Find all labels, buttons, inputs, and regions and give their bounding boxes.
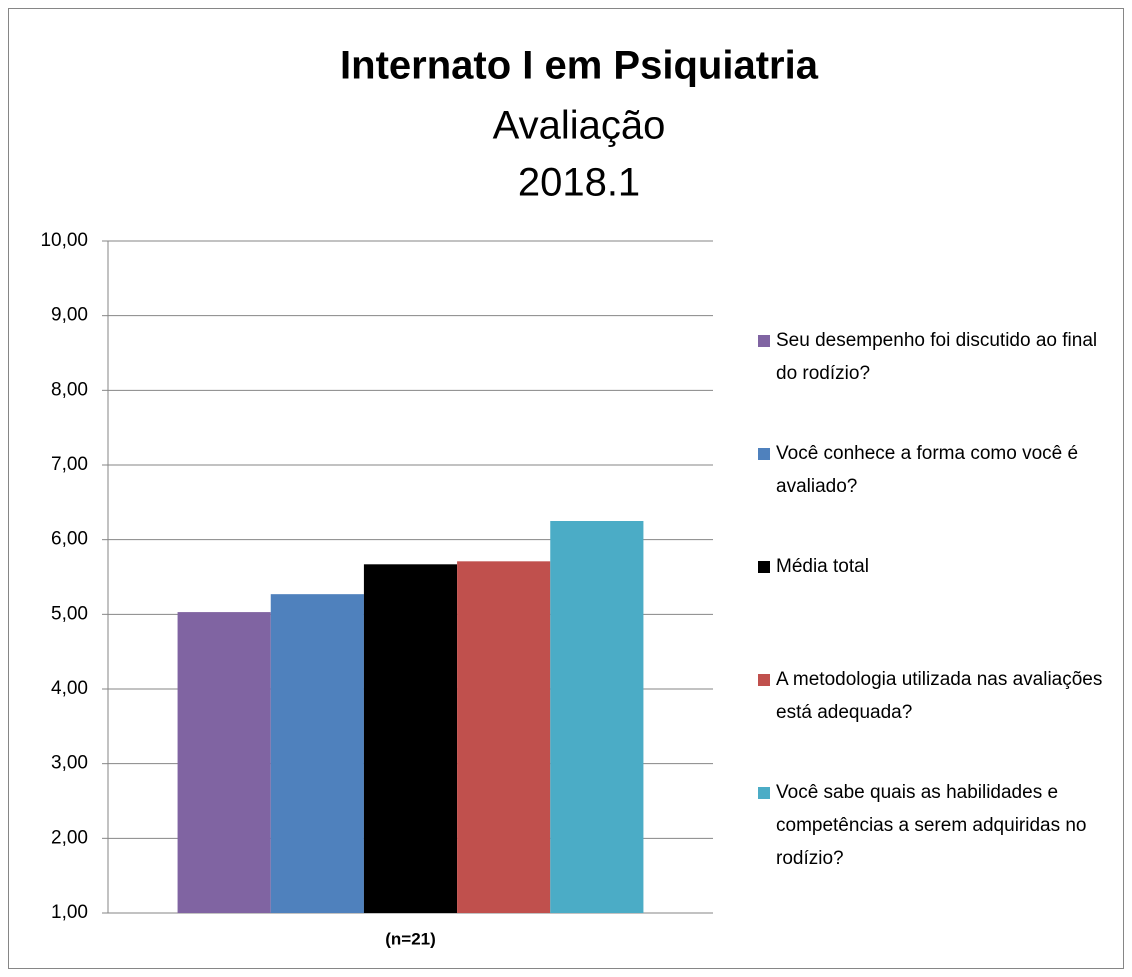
legend-label: Você sabe quais as habilidades e competên…: [776, 782, 1087, 869]
y-tick-label: 7,00: [51, 454, 88, 475]
y-tick-label: 2,00: [51, 827, 88, 848]
legend-line: A metodologia utilizada nas avaliações: [776, 669, 1102, 690]
y-tick-label: 6,00: [51, 529, 88, 550]
legend-label: Média total: [776, 556, 869, 577]
legend-line: avaliado?: [776, 476, 857, 497]
bar: [550, 521, 644, 913]
legend-swatch: [758, 561, 770, 573]
bar: [177, 612, 271, 913]
legend-line: do rodízio?: [776, 363, 870, 384]
chart-subtitle: 2018.1: [518, 161, 640, 205]
legend-line: Você conhece a forma como você é: [776, 443, 1078, 464]
legend-label: Seu desempenho foi discutido ao final do …: [776, 330, 1097, 384]
chart-subtitle: Avaliação: [493, 104, 666, 148]
legend-label: A metodologia utilizada nas avaliações es…: [776, 669, 1102, 723]
legend-line: Seu desempenho foi discutido ao final: [776, 330, 1097, 351]
bar: [363, 564, 458, 913]
y-tick-label: 4,00: [51, 678, 88, 699]
legend-line: competências a serem adquiridas no: [776, 815, 1087, 836]
legend-line: Você sabe quais as habilidades e: [776, 782, 1058, 803]
x-tick-label: (n=21): [385, 929, 436, 948]
chart-title: Internato I em Psiquiatria: [340, 44, 819, 88]
bar: [270, 594, 364, 913]
legend-line: Média total: [776, 556, 869, 577]
y-tick-label: 9,00: [51, 305, 88, 326]
legend-line: está adequada?: [776, 702, 912, 723]
legend-swatch: [758, 335, 770, 347]
y-tick-label: 3,00: [51, 753, 88, 774]
y-tick-label: 10,00: [40, 230, 88, 251]
bar: [457, 561, 551, 913]
legend-swatch: [758, 787, 770, 799]
y-tick-label: 1,00: [51, 902, 88, 923]
y-tick-label: 5,00: [51, 603, 88, 624]
legend-swatch: [758, 448, 770, 460]
legend-line: rodízio?: [776, 848, 844, 869]
legend-label: Você conhece a forma como você é avaliado…: [776, 443, 1078, 497]
legend-swatch: [758, 674, 770, 686]
y-tick-label: 8,00: [51, 379, 88, 400]
